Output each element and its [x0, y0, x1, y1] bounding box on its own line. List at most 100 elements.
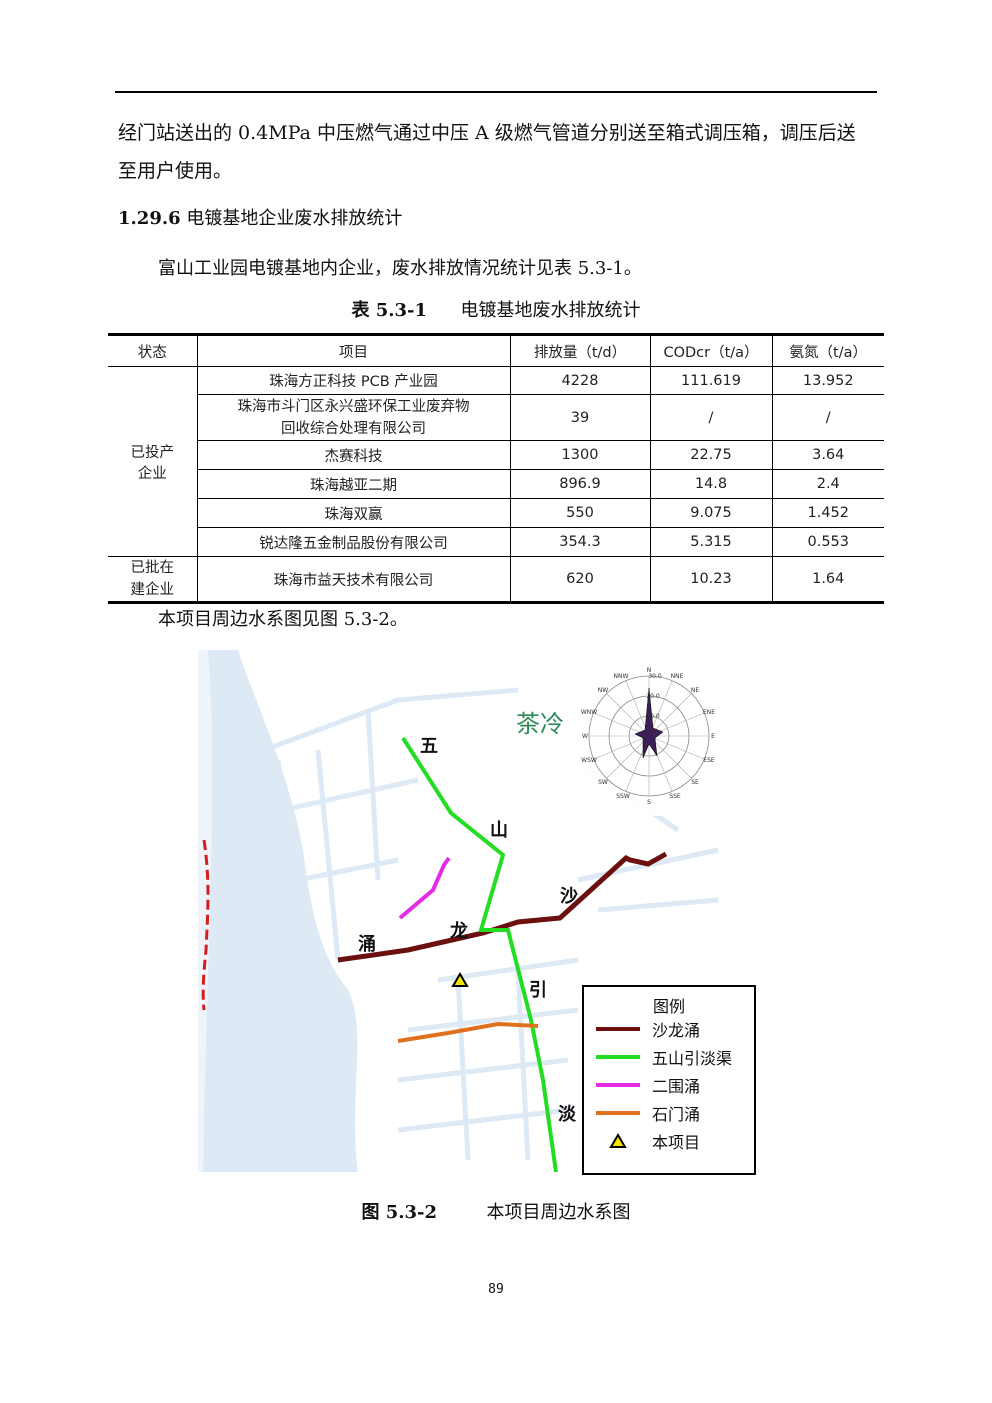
cod-cell: /: [649, 394, 773, 441]
page-number: 89: [488, 1282, 504, 1297]
rose-scale-20: 20.0: [646, 693, 660, 700]
map-label-yin: 引: [529, 980, 547, 1001]
legend-swatch-erwei: [596, 1083, 640, 1087]
col-header-flow: 排放量（t/d）: [509, 333, 651, 367]
col-header-cod: CODcr（t/a）: [649, 333, 773, 367]
compass-se: SE: [691, 779, 699, 786]
emission-table: 状态 项目 排放量（t/d） CODcr（t/a） 氨氮（t/a） 已投产 企业…: [108, 333, 884, 604]
flow-cell: 354.3: [509, 527, 651, 557]
water-body-edge: [198, 650, 213, 1172]
table-row: 已投产 企业 珠海方正科技 PCB 产业园 4228 111.619 13.95…: [108, 366, 884, 557]
flow-cell: 896.9: [509, 469, 651, 499]
legend-label: 二围涌: [652, 1077, 701, 1096]
cod-cell: 10.23: [649, 556, 773, 604]
compass-e: E: [711, 733, 715, 740]
figure-caption-label: 图 5.3-2: [361, 1202, 438, 1223]
compass-wnw: WNW: [581, 709, 597, 716]
legend-swatch-shalong: [596, 1027, 640, 1031]
table-row: 已批在 建企业 珠海市益天技术有限公司 620 10.23 1.64: [108, 556, 884, 604]
project-cell: 珠海方正科技 PCB 产业园: [196, 366, 511, 395]
water-body: [198, 650, 358, 1172]
legend-swatch-shimen: [596, 1111, 640, 1115]
cod-cell: 22.75: [649, 440, 773, 470]
intro-line-1: 经门站送出的 0.4MPa 中压燃气通过中压 A 级燃气管道分别送至箱式调压箱，…: [118, 122, 856, 144]
compass-nne: NNE: [671, 673, 684, 680]
compass-s: S: [647, 799, 651, 806]
compass-ne: NE: [691, 687, 699, 694]
status-line: 企业: [137, 465, 167, 482]
shimen-creek: [397, 1021, 539, 1043]
map-label-shan: 山: [490, 820, 508, 841]
col-header-project: 项目: [196, 333, 511, 367]
flow-cell: 550: [509, 498, 651, 528]
intro-line-2: 至用户使用。: [118, 160, 233, 182]
legend-label: 沙龙涌: [652, 1021, 701, 1040]
section-number: 1.29.6: [118, 208, 181, 229]
status-line: 已投产: [130, 444, 175, 461]
compass-ssw: SSW: [616, 793, 630, 800]
section-heading: 1.29.6 电镀基地企业废水排放统计: [118, 200, 878, 238]
status-line: 已批在: [130, 560, 175, 576]
legend-item: 本项目: [596, 1129, 700, 1153]
compass-sw: SW: [598, 779, 608, 786]
table-row: 锐达隆五金制品股份有限公司 354.3 5.315 0.553: [108, 527, 884, 557]
flow-cell: 620: [509, 556, 651, 604]
project-cell: 杰赛科技: [196, 440, 511, 470]
project-line: 回收综合处理有限公司: [281, 420, 426, 437]
water-system-map: 五 山 沙 龙 涌 引 淡 茶冷 N NNE NE ENE E ESE SE S…: [198, 650, 754, 1172]
ammonia-cell: 1.452: [771, 498, 884, 528]
table-row: 珠海市斗门区永兴盛环保工业废弃物 回收综合处理有限公司 39 / /: [108, 394, 884, 441]
legend-label: 五山引淡渠: [652, 1049, 733, 1068]
project-cell: 珠海双赢: [196, 498, 511, 528]
header-rule: [115, 91, 877, 93]
figure-caption-title: 本项目周边水系图: [486, 1202, 631, 1223]
ammonia-cell: 2.4: [771, 469, 884, 499]
map-label-sha: 沙: [560, 886, 578, 907]
table-row: 珠海越亚二期 896.9 14.8 2.4: [108, 469, 884, 499]
table-row: 杰赛科技 1300 22.75 3.64: [108, 440, 884, 470]
flow-cell: 4228: [509, 366, 651, 395]
flow-cell: 1300: [509, 440, 651, 470]
project-marker: [451, 972, 469, 987]
legend-item: 沙龙涌: [596, 1017, 700, 1041]
table-header-row: 状态 项目 排放量（t/d） CODcr（t/a） 氨氮（t/a）: [108, 333, 884, 367]
compass-nnw: NNW: [614, 673, 629, 680]
map-label-yong: 涌: [358, 934, 376, 955]
status-cell-operating: 已投产 企业: [108, 366, 198, 557]
legend-item: 石门涌: [596, 1101, 700, 1125]
map-label-dan: 淡: [558, 1104, 577, 1125]
ammonia-cell: 3.64: [771, 440, 884, 470]
legend-triangle-icon: [609, 1133, 627, 1148]
legend-swatch-wushan: [596, 1055, 640, 1059]
map-place-label: 茶冷: [516, 710, 564, 738]
project-cell: 珠海市益天技术有限公司: [196, 556, 511, 604]
rose-scale-10: 10.0: [646, 713, 660, 720]
project-cell: 锐达隆五金制品股份有限公司: [196, 527, 511, 557]
legend-item: 五山引淡渠: [596, 1045, 732, 1069]
table-row: 珠海双赢 550 9.075 1.452: [108, 498, 884, 528]
compass-n: N: [647, 667, 652, 674]
intro-paragraph: 经门站送出的 0.4MPa 中压燃气通过中压 A 级燃气管道分别送至箱式调压箱，…: [118, 114, 878, 190]
wind-rose: N NNE NE ENE E ESE SE SSE S SSW SW WSW W…: [579, 666, 719, 816]
status-cell-approved: 已批在 建企业: [108, 556, 198, 604]
compass-ese: ESE: [703, 757, 715, 764]
compass-w: W: [582, 733, 588, 740]
compass-ene: ENE: [703, 709, 715, 716]
section-title: 电镀基地企业废水排放统计: [186, 208, 403, 229]
ammonia-cell: /: [771, 394, 884, 441]
cod-cell: 14.8: [649, 469, 773, 499]
map-legend: 图例 沙龙涌 五山引淡渠 二围涌 石门涌 本项目: [582, 985, 756, 1175]
cod-cell: 111.619: [649, 366, 773, 395]
shalong-river: [337, 851, 668, 963]
status-line: 建企业: [130, 582, 175, 598]
figure-caption: 图 5.3-2 本项目周边水系图: [0, 1198, 992, 1224]
rose-scale-30: 30.0: [648, 673, 662, 680]
ammonia-cell: 1.64: [771, 556, 884, 604]
compass-nw: NW: [598, 687, 608, 694]
project-cell: 珠海越亚二期: [196, 469, 511, 499]
compass-wsw: WSW: [581, 757, 597, 764]
figure-ref-paragraph: 本项目周边水系图见图 5.3-2。: [158, 609, 408, 630]
wind-rose-petals: [634, 687, 664, 759]
erwei-creek: [398, 856, 451, 920]
body-paragraph: 富山工业园电镀基地内企业，废水排放情况统计见表 5.3-1。: [158, 258, 642, 279]
